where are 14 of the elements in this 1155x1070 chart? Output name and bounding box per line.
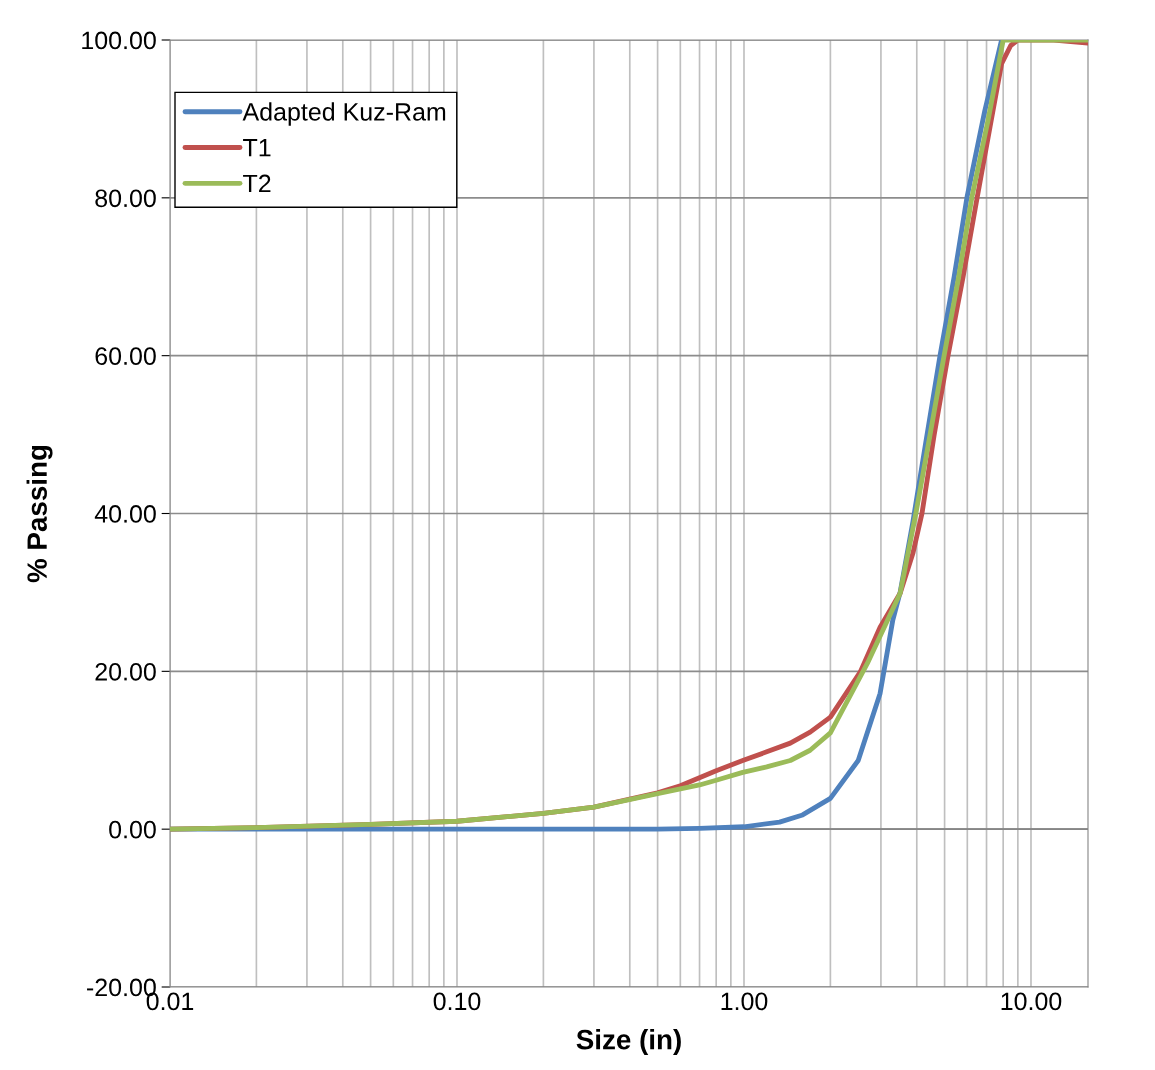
y-axis-title: % Passing: [26, 445, 53, 583]
y-tick-label: 40.00: [94, 505, 156, 523]
x-tick-label: 0.10: [433, 992, 481, 1011]
legend-label: T1: [243, 139, 271, 157]
legend-label: T2: [243, 174, 271, 193]
y-tick-label: 80.00: [95, 189, 156, 208]
legend-label: Adapted Kuz-Ram: [242, 102, 446, 126]
y-tick-label: 20.00: [95, 662, 156, 681]
x-axis-title: Size (in): [576, 1029, 681, 1055]
y-tick-label: 60.00: [95, 347, 156, 365]
x-tick-label: 10.00: [1001, 992, 1062, 1011]
y-tick-label: 0.00: [109, 820, 156, 839]
x-tick-label: 1.00: [721, 992, 768, 1011]
y-tick-label: 100.00: [82, 31, 156, 50]
